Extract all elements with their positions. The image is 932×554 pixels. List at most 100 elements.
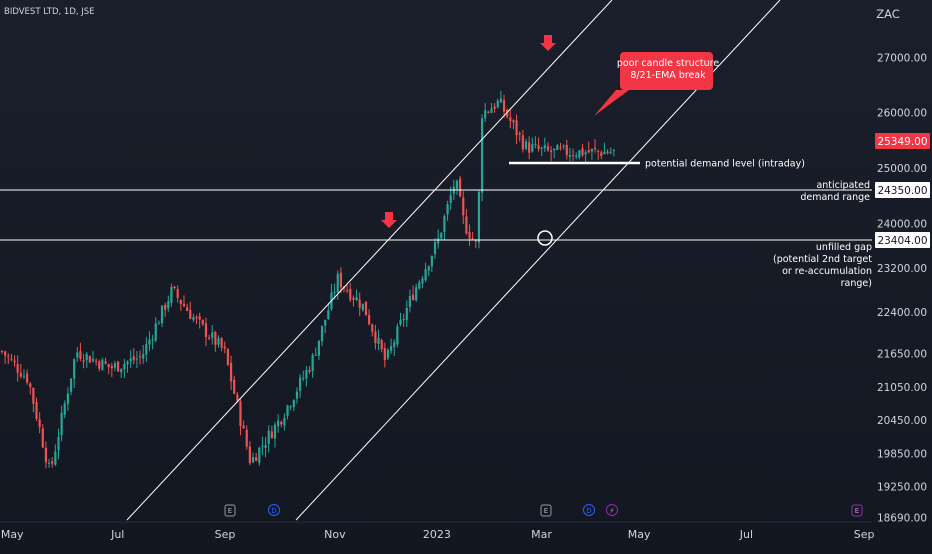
candle[interactable] <box>459 175 462 198</box>
candle[interactable] <box>597 149 600 160</box>
candle[interactable] <box>79 342 82 362</box>
candle[interactable] <box>609 147 612 155</box>
candle[interactable] <box>258 446 261 466</box>
candle[interactable] <box>154 317 157 343</box>
candle[interactable] <box>57 428 60 460</box>
candle[interactable] <box>562 144 565 150</box>
candle[interactable] <box>280 420 283 428</box>
candle[interactable] <box>493 103 496 113</box>
candle[interactable] <box>38 412 41 434</box>
candle[interactable] <box>295 387 299 404</box>
candle[interactable] <box>123 358 126 378</box>
candle[interactable] <box>349 283 352 303</box>
candle[interactable] <box>415 283 418 302</box>
candle[interactable] <box>255 452 258 462</box>
channel-upper-line[interactable] <box>126 0 613 521</box>
candle[interactable] <box>581 144 584 157</box>
candle[interactable] <box>502 94 506 118</box>
candle[interactable] <box>251 452 255 464</box>
candle[interactable] <box>192 313 195 323</box>
event-badges[interactable]: E D E D ⚡ E <box>224 504 863 517</box>
candle[interactable] <box>270 425 273 439</box>
candle[interactable] <box>606 149 609 155</box>
candle[interactable] <box>35 397 38 422</box>
candle[interactable] <box>145 337 148 362</box>
candle[interactable] <box>590 148 593 160</box>
candle[interactable] <box>273 421 277 448</box>
candle[interactable] <box>289 404 292 411</box>
candle[interactable] <box>424 262 427 282</box>
candle[interactable] <box>217 335 220 348</box>
candle[interactable] <box>330 283 333 312</box>
candle[interactable] <box>267 425 270 453</box>
candle[interactable] <box>116 360 120 373</box>
candle[interactable] <box>374 324 377 350</box>
candle[interactable] <box>346 285 349 294</box>
candle[interactable] <box>471 231 474 240</box>
candle[interactable] <box>223 341 226 354</box>
candle[interactable] <box>484 102 487 122</box>
candle[interactable] <box>7 353 10 365</box>
candle[interactable] <box>189 301 192 320</box>
candle[interactable] <box>339 267 342 293</box>
candle[interactable] <box>76 346 79 362</box>
candle[interactable] <box>16 355 19 382</box>
candle[interactable] <box>336 270 339 300</box>
candle[interactable] <box>4 350 7 364</box>
candle[interactable] <box>44 441 48 469</box>
candle[interactable] <box>195 314 198 325</box>
candle[interactable] <box>571 148 575 161</box>
candle[interactable] <box>198 312 201 329</box>
candle[interactable] <box>433 238 437 259</box>
candle[interactable] <box>110 362 113 378</box>
candle[interactable] <box>408 289 412 313</box>
candle[interactable] <box>22 369 26 380</box>
candle[interactable] <box>91 350 95 363</box>
candle[interactable] <box>226 348 230 367</box>
candle[interactable] <box>371 323 374 337</box>
candle[interactable] <box>26 369 29 385</box>
candle[interactable] <box>320 325 324 346</box>
candle[interactable] <box>386 347 390 361</box>
candle[interactable] <box>113 360 117 372</box>
candle[interactable] <box>531 137 534 153</box>
candle[interactable] <box>405 300 408 327</box>
candle[interactable] <box>248 441 251 466</box>
candle[interactable] <box>430 255 433 272</box>
candle[interactable] <box>534 136 537 149</box>
candle[interactable] <box>88 355 91 363</box>
candle[interactable] <box>380 338 383 353</box>
candle[interactable] <box>126 360 129 373</box>
candle[interactable] <box>327 302 330 320</box>
candle[interactable] <box>612 149 615 157</box>
dividend-badge[interactable] <box>583 504 595 516</box>
candle[interactable] <box>314 347 317 356</box>
candle[interactable] <box>553 148 556 159</box>
candle[interactable] <box>465 208 468 235</box>
current-price-badge[interactable]: 25349.00 <box>875 133 930 149</box>
candle[interactable] <box>546 142 550 152</box>
candle[interactable] <box>10 353 13 362</box>
candle[interactable] <box>565 139 568 160</box>
level-badge-anticipated[interactable]: 24350.00 <box>875 182 930 198</box>
candle[interactable] <box>600 150 603 160</box>
candle[interactable] <box>66 387 69 411</box>
candle[interactable] <box>19 363 22 379</box>
candle[interactable] <box>603 142 606 155</box>
candle[interactable] <box>41 424 44 449</box>
candle[interactable] <box>474 239 477 249</box>
candle[interactable] <box>402 313 405 327</box>
candle[interactable] <box>286 404 289 420</box>
candle[interactable] <box>487 110 490 114</box>
candle[interactable] <box>411 285 415 302</box>
candle[interactable] <box>358 292 361 317</box>
candle[interactable] <box>142 344 145 364</box>
candle[interactable] <box>129 349 132 368</box>
candle[interactable] <box>157 320 160 325</box>
candle[interactable] <box>509 109 512 129</box>
candle[interactable] <box>578 150 581 160</box>
candle[interactable] <box>512 119 515 130</box>
candle[interactable] <box>135 351 139 368</box>
